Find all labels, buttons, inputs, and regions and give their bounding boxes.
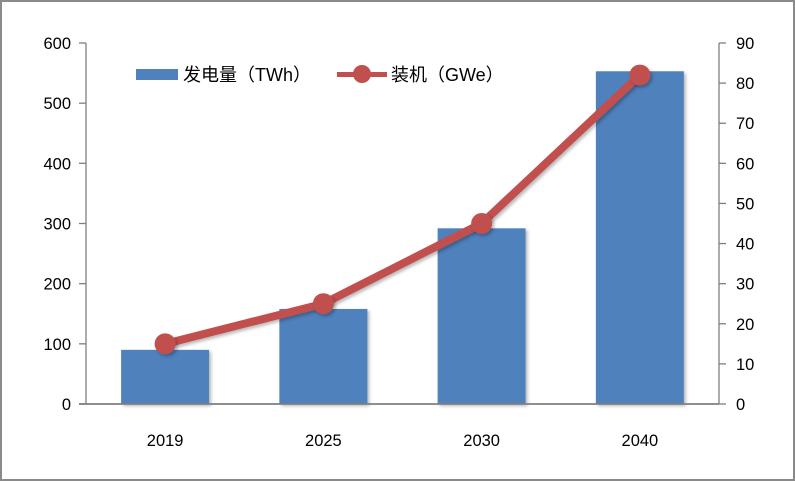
capacity-line bbox=[161, 71, 644, 348]
x-axis-label: 2030 bbox=[463, 432, 500, 450]
legend-label-generation: 发电量（TWh） bbox=[183, 65, 311, 85]
left-axis-tick-label: 400 bbox=[43, 155, 71, 173]
bar-2030 bbox=[437, 228, 526, 404]
line-point-2019 bbox=[154, 333, 176, 355]
line-point-2040 bbox=[629, 64, 651, 86]
right-axis-tick-label: 80 bbox=[736, 75, 754, 93]
bar-2040 bbox=[595, 71, 684, 405]
right-axis-tick-label: 10 bbox=[736, 356, 754, 374]
x-axis-label: 2025 bbox=[305, 432, 342, 450]
line-point-2025 bbox=[312, 293, 334, 315]
legend-item-capacity: 装机（GWe） bbox=[337, 61, 504, 87]
left-axis-tick-label: 600 bbox=[43, 35, 71, 53]
right-axis-tick-label: 50 bbox=[736, 195, 754, 213]
bar-2025 bbox=[279, 308, 368, 404]
right-axis-tick-label: 60 bbox=[736, 155, 754, 173]
line-point-2030 bbox=[471, 213, 493, 234]
x-axis-label: 2019 bbox=[147, 432, 184, 450]
right-axis-tick-label: 30 bbox=[736, 276, 754, 294]
x-axis-label: 2040 bbox=[622, 432, 659, 450]
right-axis-tick-label: 70 bbox=[736, 115, 754, 133]
chart-legend: 发电量（TWh） 装机（GWe） bbox=[136, 61, 504, 87]
line-series-marker-icon bbox=[337, 64, 387, 84]
left-axis-tick-label: 0 bbox=[62, 396, 71, 414]
bar-2019 bbox=[121, 349, 210, 404]
right-axis-tick-label: 20 bbox=[736, 316, 754, 334]
left-axis-tick-label: 300 bbox=[43, 216, 71, 234]
bar-series-swatch-icon bbox=[136, 68, 178, 80]
left-axis-tick-label: 100 bbox=[43, 336, 71, 354]
right-axis-tick-label: 40 bbox=[736, 236, 754, 254]
left-axis-tick-label: 500 bbox=[43, 95, 71, 113]
left-axis-tick-label: 200 bbox=[43, 276, 71, 294]
legend-item-generation: 发电量（TWh） bbox=[136, 61, 311, 87]
right-axis-tick-label: 0 bbox=[736, 396, 745, 414]
legend-label-capacity: 装机（GWe） bbox=[391, 65, 504, 85]
right-axis-tick-label: 90 bbox=[736, 35, 754, 53]
